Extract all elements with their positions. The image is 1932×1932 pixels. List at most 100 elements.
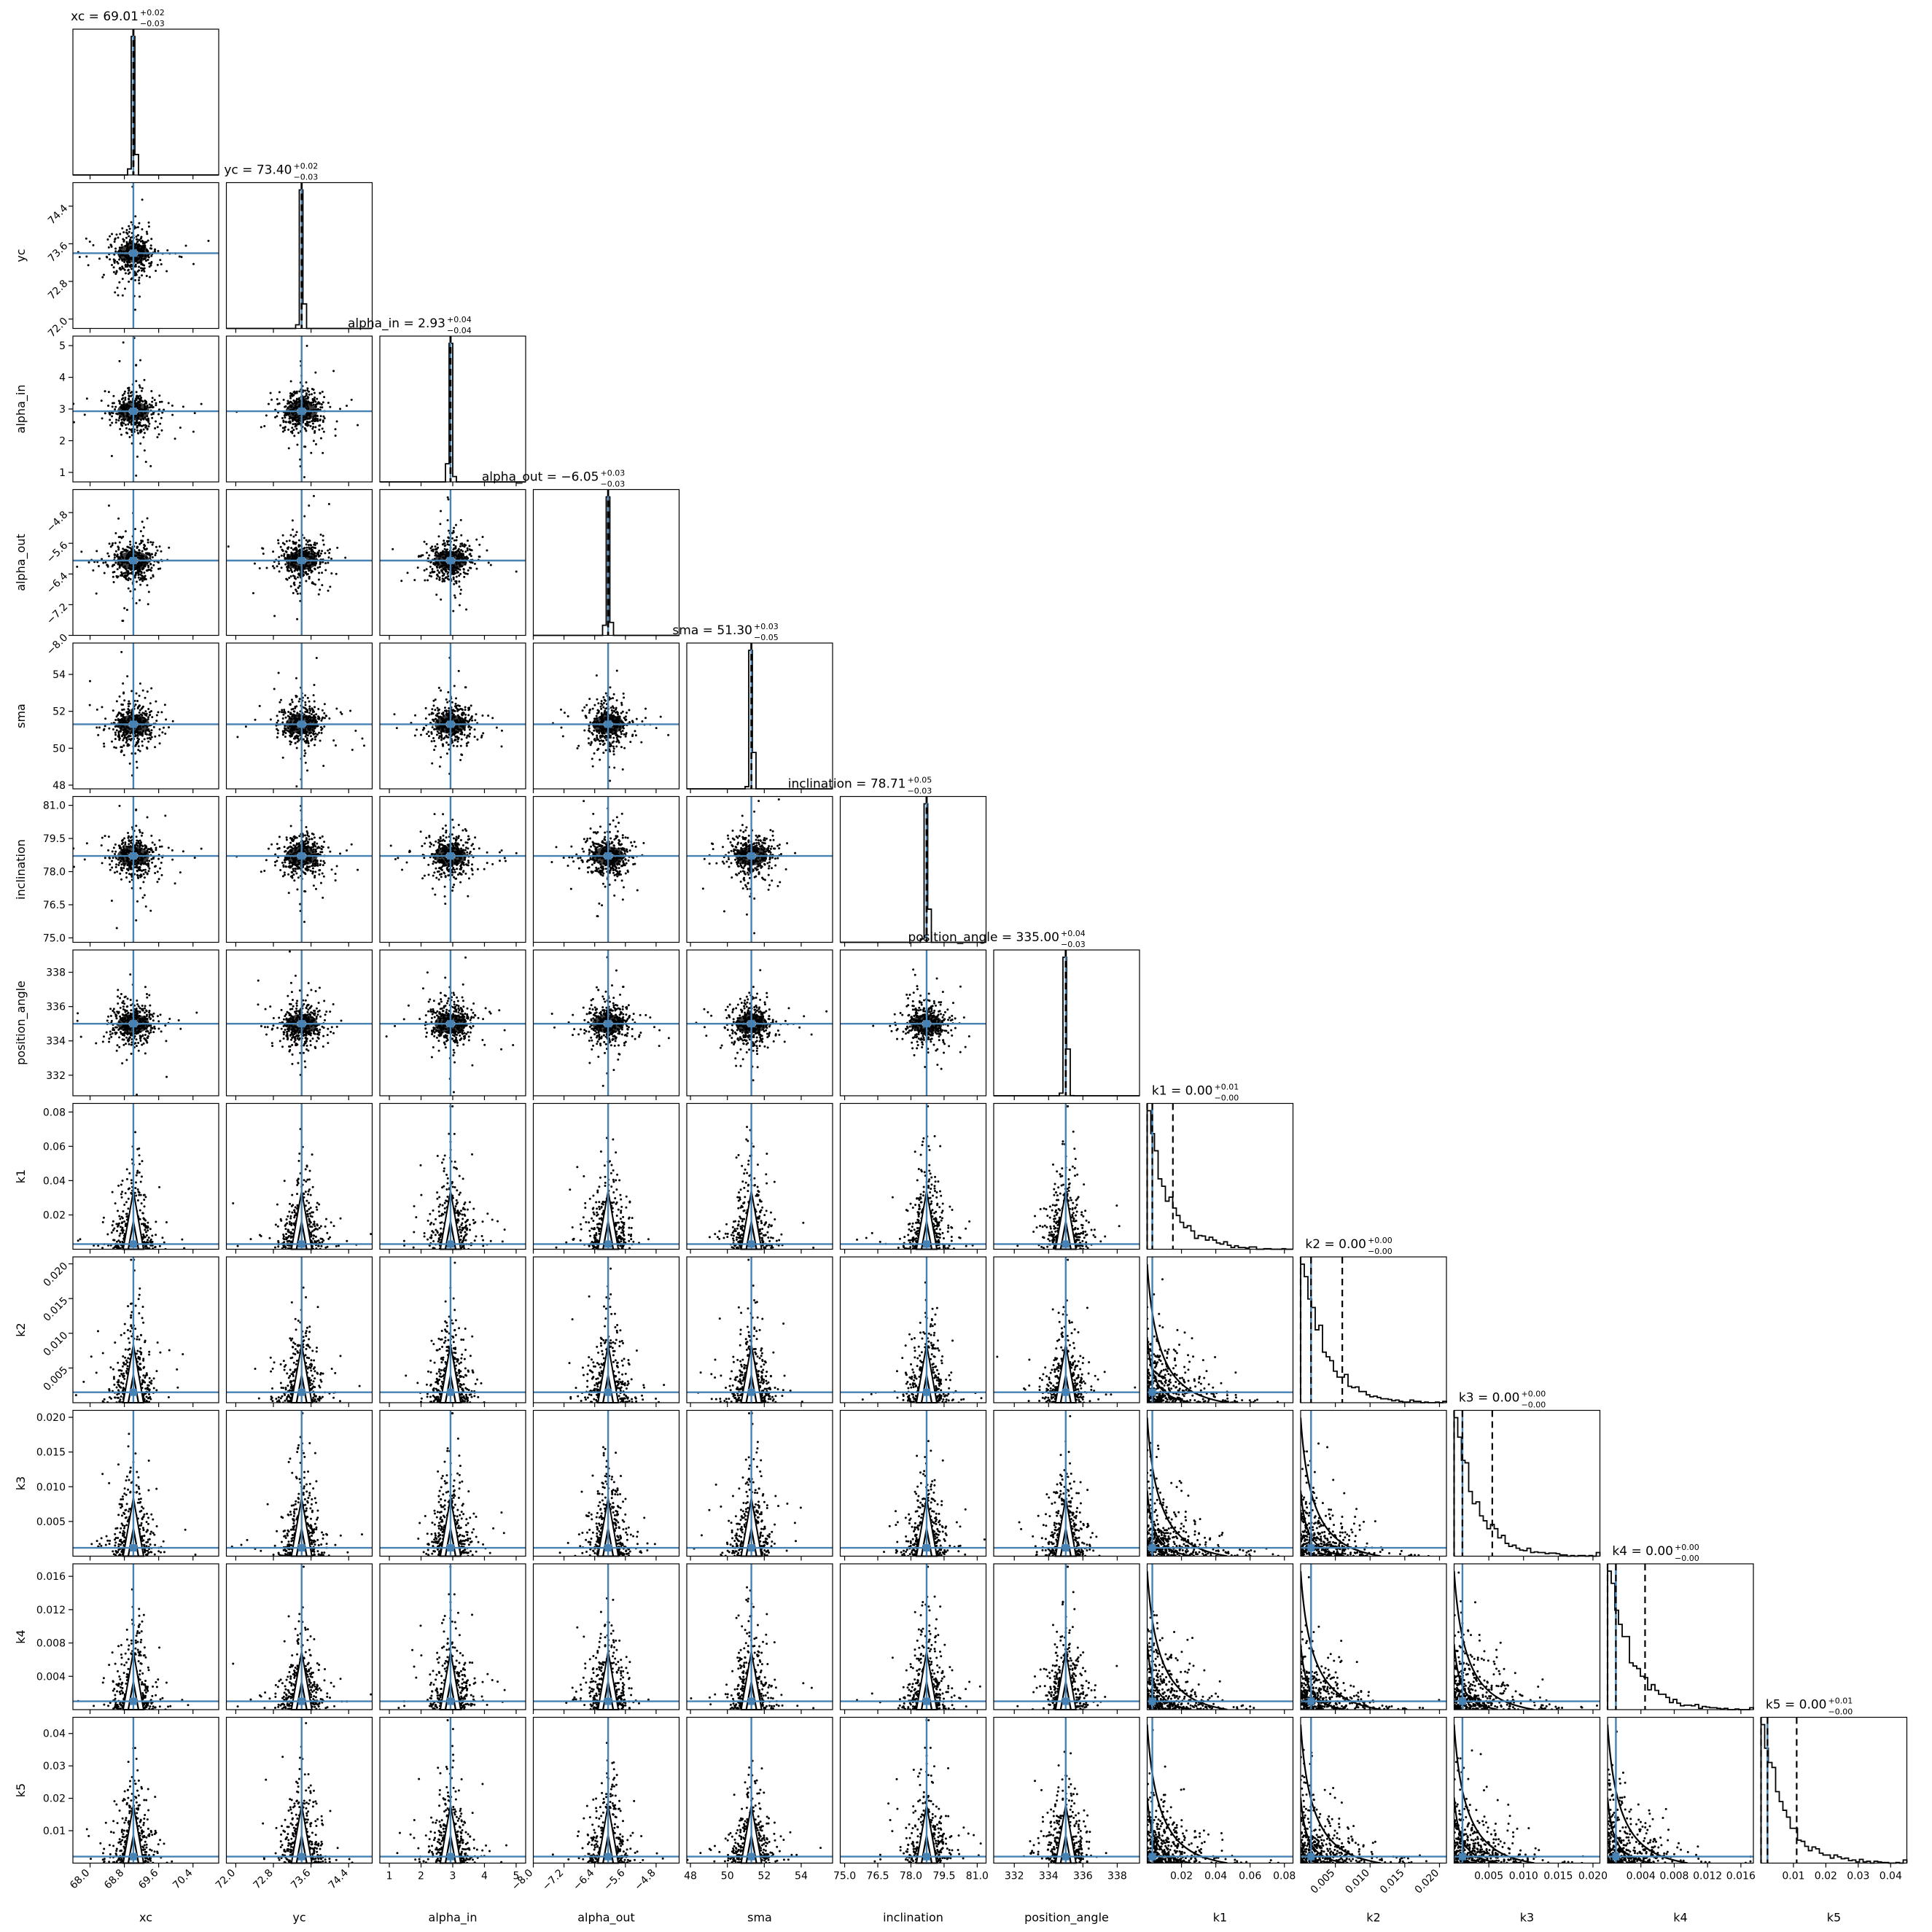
sample-point <box>147 541 149 544</box>
sample-point <box>593 729 596 732</box>
sample-point <box>286 569 289 572</box>
sample-point <box>441 572 444 574</box>
sample-point <box>111 421 114 424</box>
panel-frame <box>225 182 373 330</box>
sample-point <box>406 572 409 574</box>
sample-point <box>149 541 152 544</box>
sample-point <box>139 424 142 427</box>
sample-point <box>424 706 427 709</box>
sample-point <box>115 412 118 415</box>
sample-point <box>207 239 210 242</box>
sample-point <box>114 853 117 856</box>
sample-point <box>324 561 327 564</box>
sample-point <box>78 256 81 259</box>
sample-point <box>258 566 261 569</box>
sample-point <box>139 429 142 432</box>
sample-point <box>144 545 147 548</box>
sample-point <box>644 717 647 720</box>
sample-point <box>448 709 451 712</box>
sample-point <box>136 742 139 745</box>
sample-point <box>127 423 130 426</box>
sample-point <box>462 571 465 574</box>
sample-point <box>265 414 268 417</box>
sample-point <box>454 702 457 705</box>
sample-point <box>111 866 114 869</box>
sample-point <box>295 836 297 839</box>
sample-point <box>141 577 144 580</box>
sample-point <box>158 845 161 848</box>
sample-point <box>289 567 292 570</box>
sample-point <box>437 535 440 538</box>
sample-point <box>576 747 579 749</box>
sample-point <box>320 719 323 722</box>
sample-point <box>284 861 287 864</box>
sample-point <box>310 451 313 454</box>
sample-point <box>682 711 685 713</box>
sample-point <box>167 402 170 405</box>
sample-point <box>129 577 132 580</box>
sample-point <box>146 517 149 520</box>
sample-point <box>470 555 472 558</box>
sample-point <box>110 899 113 902</box>
sample-point <box>114 542 117 545</box>
sample-point <box>157 857 160 860</box>
sample-point <box>103 572 106 574</box>
truth-marker <box>129 249 137 257</box>
sample-point <box>108 856 111 859</box>
sample-point <box>443 542 445 545</box>
sample-point <box>297 545 300 548</box>
sample-point <box>122 548 125 550</box>
sample-point <box>455 697 458 700</box>
sample-point <box>322 430 325 433</box>
sample-point <box>424 579 426 582</box>
sample-point <box>286 547 289 550</box>
sample-point <box>460 713 463 716</box>
sample-point <box>312 440 315 443</box>
sample-point <box>136 844 139 847</box>
sample-point <box>115 418 118 421</box>
sample-point <box>310 713 313 716</box>
sample-point <box>283 553 286 556</box>
sample-point <box>289 585 292 588</box>
sample-point <box>150 254 153 257</box>
sample-point <box>152 857 155 860</box>
sample-point <box>593 752 596 755</box>
sample-point <box>313 396 316 399</box>
sample-point <box>631 733 634 736</box>
sample-point <box>622 692 625 695</box>
sample-point <box>88 679 91 682</box>
sample-point <box>321 572 324 574</box>
sample-point <box>489 564 492 566</box>
sample-point <box>137 574 140 577</box>
sample-point <box>146 427 149 430</box>
sample-point <box>149 244 152 247</box>
sample-point <box>85 255 88 258</box>
sample-point <box>328 552 331 555</box>
sample-point <box>437 546 440 549</box>
sample-point <box>440 712 443 715</box>
sample-point <box>114 747 117 749</box>
sample-point <box>139 267 142 270</box>
sample-point <box>467 714 470 717</box>
sample-point <box>609 706 612 709</box>
sample-point <box>147 225 150 228</box>
sample-point <box>133 308 136 311</box>
sample-point <box>159 422 162 425</box>
sample-point <box>316 864 319 867</box>
sample-point <box>146 747 149 750</box>
sample-point <box>444 544 447 547</box>
sample-point <box>599 736 602 739</box>
sample-point <box>278 562 281 565</box>
sample-point <box>587 737 590 740</box>
sample-point <box>434 545 437 548</box>
sample-point <box>179 426 182 429</box>
sample-point <box>308 712 311 714</box>
sample-point <box>118 804 121 807</box>
sample-point <box>309 869 312 872</box>
sample-point <box>124 398 127 401</box>
sample-point <box>438 576 441 579</box>
sample-point <box>138 276 141 279</box>
sample-point <box>319 881 322 884</box>
sample-point <box>130 421 133 424</box>
sample-point <box>308 393 311 396</box>
